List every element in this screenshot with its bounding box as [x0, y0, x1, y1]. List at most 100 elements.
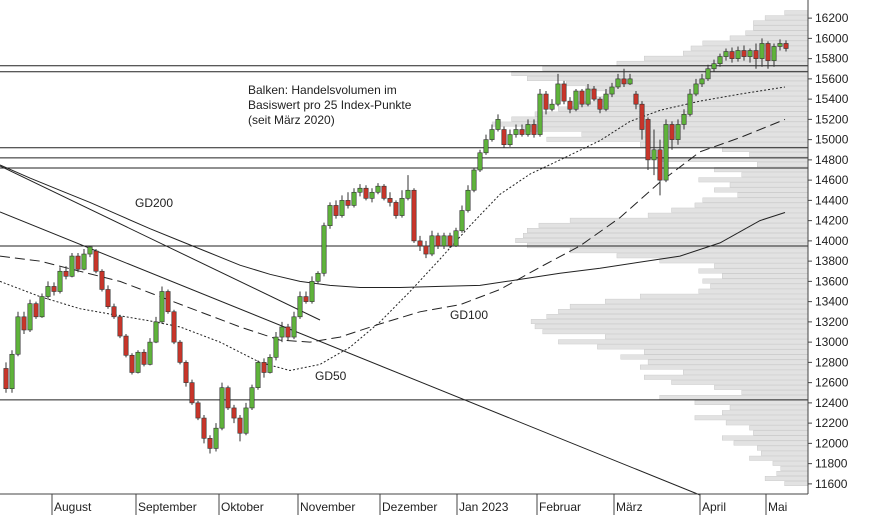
volume-bar	[780, 465, 809, 471]
candle-down	[111, 306, 117, 318]
candle-up	[399, 198, 405, 216]
volume-bar	[698, 177, 809, 183]
volume-bar	[542, 329, 809, 335]
volume-bar	[644, 349, 809, 355]
gd50-label: GD50	[315, 369, 347, 383]
candle-up	[87, 246, 93, 255]
volume-bar	[764, 476, 809, 481]
volume-bar	[659, 395, 809, 400]
candle-down	[657, 149, 663, 181]
candle-down	[183, 362, 189, 383]
volume-bar	[659, 258, 809, 264]
y-tick-label: 15800	[815, 52, 849, 66]
gd200-label: GD200	[135, 196, 173, 210]
candle-up	[255, 362, 261, 388]
volume-bar	[757, 162, 809, 168]
candle-up	[297, 296, 303, 318]
annotation-line-3: (seit März 2020)	[248, 113, 335, 127]
candle-down	[579, 90, 585, 105]
volume-bar	[558, 309, 809, 314]
y-tick-label: 14600	[815, 173, 849, 187]
candle-up	[279, 326, 285, 338]
volume-bar	[647, 212, 809, 218]
volume-bar	[698, 268, 809, 274]
volume-bar	[640, 293, 809, 299]
volume-bar	[714, 384, 809, 390]
volume-bar	[566, 81, 809, 87]
volume-bar	[644, 374, 809, 380]
candle-up	[759, 43, 765, 59]
volume-bar	[671, 379, 809, 385]
volume-bar	[725, 420, 809, 426]
volume-bar	[647, 359, 809, 365]
candle-down	[597, 98, 603, 110]
candle-down	[639, 103, 645, 130]
candle-up	[771, 46, 777, 61]
volume-bar	[749, 455, 809, 461]
candle-up	[549, 103, 555, 110]
volume-bar	[729, 182, 809, 188]
candle-up	[57, 270, 63, 292]
candle-up	[585, 88, 591, 105]
candle-up	[267, 357, 273, 373]
candle-up	[489, 129, 495, 140]
x-tick-label: Mai	[768, 500, 787, 514]
x-tick-label: September	[138, 500, 197, 514]
y-tick-label: 15400	[815, 92, 849, 106]
candle-up	[537, 93, 543, 135]
y-tick-label: 12200	[815, 416, 849, 430]
volume-bar	[757, 445, 809, 451]
candle-up	[735, 50, 741, 59]
volume-bar	[694, 202, 809, 208]
y-tick-label: 14800	[815, 153, 849, 167]
y-tick-label: 11800	[815, 457, 848, 471]
candle-down	[261, 362, 267, 373]
candle-up	[273, 336, 279, 358]
volume-bar	[741, 390, 809, 395]
y-tick-label: 15600	[815, 72, 849, 86]
candle-up	[69, 255, 75, 277]
candle-up	[699, 78, 705, 85]
volume-bar	[546, 314, 809, 319]
ma-line-gd200	[0, 164, 786, 288]
candle-up	[705, 68, 711, 80]
candle-down	[3, 368, 9, 390]
candle-up	[663, 124, 669, 181]
candle-down	[165, 291, 171, 313]
volume-bar	[702, 197, 809, 203]
annotation-line-1: Balken: Handelsvolumen im	[248, 83, 397, 97]
candle-down	[411, 189, 417, 242]
y-tick-label: 12800	[815, 355, 849, 369]
candle-down	[519, 129, 525, 135]
candle-up	[777, 43, 783, 47]
candle-down	[621, 78, 627, 85]
candle-up	[81, 253, 87, 270]
candle-up	[441, 235, 447, 247]
candle-down	[561, 83, 567, 102]
candle-down	[333, 205, 339, 216]
candle-down	[645, 119, 651, 161]
candle-up	[609, 86, 615, 95]
volume-profile	[491, 10, 809, 487]
candle-up	[681, 114, 687, 125]
candlesticks	[3, 38, 789, 454]
y-tick-label: 13600	[815, 274, 849, 288]
candle-up	[369, 191, 375, 199]
candle-up	[513, 129, 519, 135]
annotation-line-2: Basiswert pro 25 Index-Punkte	[248, 98, 412, 112]
candle-up	[459, 210, 465, 232]
y-tick-label: 15200	[815, 112, 849, 126]
volume-bar	[714, 187, 809, 193]
candle-up	[747, 50, 753, 57]
volume-bar	[538, 222, 809, 228]
volume-bar	[702, 278, 809, 284]
candle-down	[387, 198, 393, 203]
volume-bar	[714, 263, 809, 269]
volume-bar	[569, 217, 809, 223]
candle-up	[525, 124, 531, 135]
volume-bar	[558, 339, 809, 345]
candle-down	[423, 245, 429, 255]
volume-bar	[772, 460, 809, 466]
candle-down	[753, 50, 759, 59]
candle-down	[381, 185, 387, 199]
